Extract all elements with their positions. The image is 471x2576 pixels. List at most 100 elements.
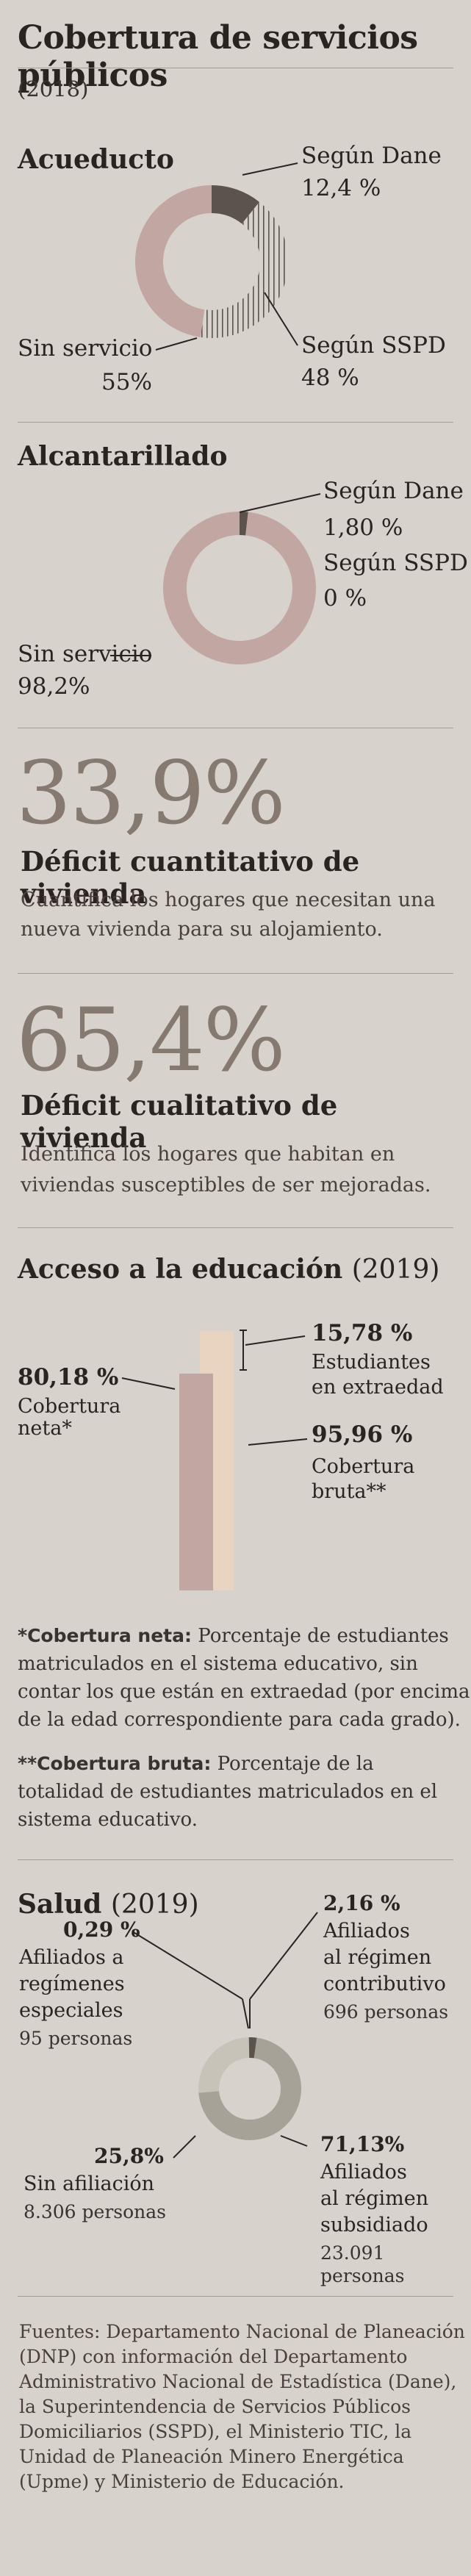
neta-value: 80,18 %	[18, 1364, 119, 1391]
alcantarillado-title: Alcantarillado	[18, 441, 228, 472]
acu-dane-label: Según Dane	[301, 143, 442, 169]
slice-alc-dane	[240, 512, 248, 536]
extraedad-label-1: Estudiantes	[312, 1351, 431, 1374]
note-neta-line-4: de la edad correspondiente para cada gra…	[18, 1709, 461, 1731]
neta-label-2: neta*	[18, 1417, 72, 1440]
slice-alc-sin	[163, 512, 317, 665]
divider	[18, 1227, 453, 1228]
divider	[18, 973, 453, 974]
alcantarillado-chart	[110, 493, 321, 665]
note-neta-line-3: contar los que están en extraedad (por e…	[18, 1681, 470, 1703]
salud-year: (2019)	[110, 1890, 199, 1920]
subs-count: 23.091 personas	[320, 2242, 405, 2286]
slice-acu-sspd	[200, 201, 289, 338]
deficit-cualitativo-desc-2: viviendas susceptibles de ser mejoradas.	[21, 1174, 431, 1196]
sources-line-4: la Superintendencia de Servicios Público…	[19, 2396, 411, 2417]
deficit-cuantitativo-value: 33,9%	[16, 742, 286, 844]
bar-cobertura-neta	[179, 1373, 213, 1590]
leader-line	[173, 2135, 196, 2159]
contrib-value: 2,16 %	[323, 1891, 400, 1915]
contrib-count: 696 personas	[323, 2001, 449, 2023]
note-bruta-text-1: Porcentaje de la	[217, 1753, 374, 1775]
note-bruta-key: **Cobertura bruta:	[18, 1753, 212, 1774]
sin-afiliacion-label: Sin afiliación	[24, 2173, 154, 2195]
page-title: Cobertura de servicios públicos	[18, 19, 418, 94]
esp-label-2: regímenes	[19, 1973, 125, 1995]
leader-line	[242, 162, 298, 176]
subs-label-2: al régimen	[320, 2187, 429, 2210]
salud-chart	[132, 1912, 318, 2159]
sources-line-5: Domiciliarios (SSPD), el Ministerio TIC,…	[19, 2421, 412, 2442]
leader-line	[245, 1335, 306, 1346]
sources-line-2: (DNP) con información del Departamento	[19, 2346, 408, 2367]
extraedad-label-2: en extraedad	[312, 1376, 444, 1399]
leader-line	[132, 1931, 243, 2000]
acu-sspd-value: 48 %	[301, 365, 359, 391]
esp-count: 95 personas	[19, 2028, 133, 2049]
alc-sin-value: 98,2%	[18, 673, 90, 700]
acu-sspd-label: Según SSPD	[301, 332, 446, 359]
sources-line-7: (Upme) y Ministerio de Educación.	[19, 2471, 345, 2492]
divider	[18, 422, 453, 423]
leader-line	[242, 1998, 249, 2029]
sin-afiliacion-count: 8.306 personas	[24, 2201, 166, 2222]
note-neta-line-2: matriculados en el sistema educativo, si…	[18, 1653, 418, 1675]
note-neta-key: *Cobertura neta:	[18, 1625, 192, 1646]
leader-line	[264, 292, 298, 346]
note-neta-line-1: *Cobertura neta: Porcentaje de estudiant…	[18, 1623, 449, 1649]
slice-salud-subsidiado	[198, 2037, 301, 2140]
slice-salud-especiales	[248, 2037, 252, 2059]
note-bruta-line-1: **Cobertura bruta: Porcentaje de la	[18, 1751, 374, 1777]
subs-value: 71,13%	[320, 2132, 405, 2156]
alc-sspd-value: 0 %	[323, 585, 367, 611]
educacion-title: Acceso a la educación (2019)	[18, 1254, 439, 1285]
alc-sspd-label: Según SSPD	[323, 550, 468, 576]
leader-line	[155, 337, 198, 351]
note-neta-text-1: Porcentaje de estudiantes	[198, 1625, 449, 1647]
alc-dane-label: Según Dane	[323, 478, 464, 504]
acu-sin-label: Sin servicio	[18, 335, 153, 362]
contrib-label-1: Afiliados	[323, 1920, 410, 1942]
leader-line	[239, 493, 321, 513]
slice-salud-sin	[198, 2037, 250, 2093]
divider	[18, 1859, 453, 1860]
acu-sin-value: 55%	[101, 369, 152, 395]
deficit-cualitativo-title: Déficit cualitativo de vivienda	[21, 1089, 338, 1154]
educacion-title-text: Acceso a la educación	[18, 1254, 343, 1285]
salud-title: Salud (2019)	[18, 1889, 199, 1920]
sources-line-3: Administrativo Nacional de Estadística (…	[19, 2371, 457, 2392]
bruta-label-2: bruta**	[312, 1480, 386, 1503]
acueducto-title: Acueducto	[18, 144, 174, 175]
note-bruta-line-2: totalidad de estudiantes matriculados en…	[18, 1781, 438, 1803]
leader-line	[248, 1438, 308, 1446]
acueducto-chart	[134, 162, 298, 351]
esp-value: 0,29 %	[63, 1917, 140, 1942]
leader-line	[280, 2135, 308, 2147]
leader-line	[121, 1377, 176, 1390]
contrib-label-3: contributivo	[323, 1973, 446, 1995]
sin-afiliacion-value: 25,8%	[94, 2144, 164, 2168]
slice-acu-dane	[212, 185, 260, 224]
salud-title-text: Salud	[18, 1889, 102, 1920]
deficit-cualitativo-value: 65,4%	[16, 989, 286, 1091]
esp-label-3: especiales	[19, 1999, 123, 2022]
neta-label-1: Cobertura	[18, 1395, 121, 1418]
deficit-cuantitativo-desc-1: Cuantifica los hogares que necesitan una	[21, 889, 436, 911]
page-year: (2018)	[18, 76, 89, 101]
slice-salud-contributivo	[250, 2037, 257, 2059]
contrib-label-2: al régimen	[323, 1946, 432, 1969]
leader-line	[249, 1912, 318, 2000]
slice-acu-sin	[134, 185, 212, 337]
bruta-value: 95,96 %	[312, 1421, 413, 1448]
esp-label-1: Afiliados a	[19, 1946, 124, 1969]
alc-sin-label: Sin servicio	[18, 641, 153, 667]
sources-line-6: Unidad de Planeación Minero Energética	[19, 2446, 404, 2467]
subs-label-1: Afiliados	[320, 2161, 407, 2184]
deficit-cuantitativo-desc-2: nueva vivienda para su alojamiento.	[21, 918, 383, 941]
subs-label-3: subsidiado	[320, 2214, 428, 2236]
deficit-cuantitativo-title: Déficit cuantitativo de vivienda	[21, 845, 360, 910]
sources-line-1: Fuentes: Departamento Nacional de Planea…	[19, 2321, 465, 2342]
acu-dane-value: 12,4 %	[301, 175, 381, 201]
educacion-chart	[121, 1330, 308, 1590]
